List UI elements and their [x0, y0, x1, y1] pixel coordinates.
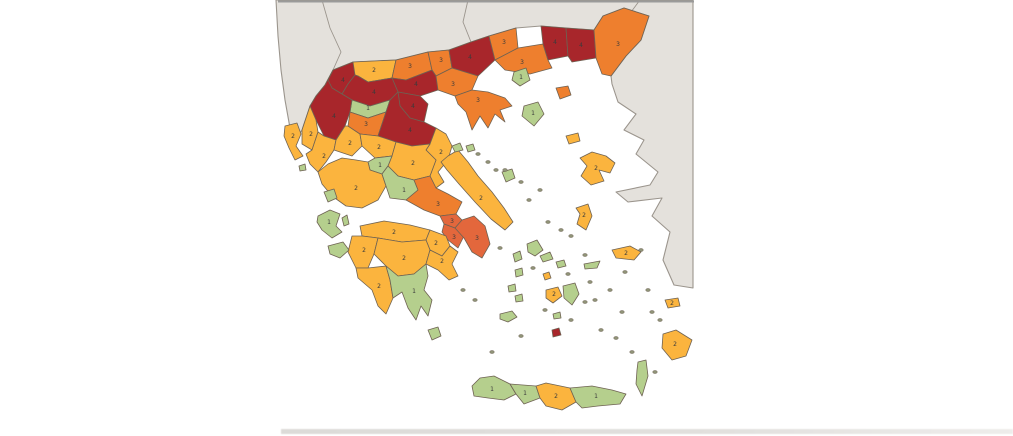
region-euboea — [440, 149, 514, 231]
region-rethymno — [509, 383, 541, 405]
region-andros — [526, 239, 544, 257]
region-kefalonia — [316, 209, 343, 239]
region-rhodes — [661, 329, 693, 361]
region-elis — [347, 235, 379, 269]
region-milos — [499, 310, 518, 323]
region-heraklion — [535, 382, 577, 411]
islet-speck — [598, 328, 604, 332]
region-lefkada — [323, 188, 338, 203]
region-zakynthos — [327, 241, 350, 259]
islet-speck — [526, 198, 532, 202]
region-mykonos — [555, 259, 567, 269]
region-kea — [512, 250, 523, 263]
islet-speck — [565, 272, 571, 276]
region-chania — [471, 375, 517, 401]
region-skiathos — [451, 142, 464, 153]
region-tinos — [539, 251, 554, 263]
region-kythnos — [514, 267, 524, 278]
islet-speck — [619, 310, 625, 314]
islet-speck — [518, 180, 524, 184]
islet-speck — [568, 318, 574, 322]
islet-speck — [587, 280, 593, 284]
region-paros — [545, 286, 563, 304]
region-rodopi — [565, 27, 597, 63]
region-ithaki — [341, 214, 350, 227]
region-attica-east — [454, 215, 491, 259]
region-naxos — [562, 282, 580, 306]
region-evros — [593, 7, 650, 77]
islet-speck — [613, 336, 619, 340]
islet-speck — [485, 160, 491, 164]
region-xanthi — [540, 25, 569, 61]
region-kos — [664, 297, 681, 309]
region-thasos — [511, 67, 531, 87]
islet-speck — [652, 370, 658, 374]
islet-speck — [582, 300, 588, 304]
region-paxoi — [298, 163, 307, 172]
region-karpathos — [635, 359, 649, 397]
islet-speck — [530, 266, 536, 270]
islet-speck — [558, 228, 564, 232]
islet-speck — [592, 298, 598, 302]
cropped-bottom-strip — [281, 429, 1013, 434]
islet-speck — [545, 220, 551, 224]
islet-speck — [645, 288, 651, 292]
region-limnos — [565, 132, 581, 145]
islet-speck — [518, 334, 524, 338]
region-laconia — [385, 263, 433, 321]
region-santorini — [551, 327, 562, 338]
region-sifnos — [514, 293, 524, 303]
islet-speck — [542, 308, 548, 312]
islet-speck — [629, 350, 635, 354]
region-samos — [611, 245, 642, 261]
region-athos — [521, 101, 545, 127]
islet-speck — [638, 248, 644, 252]
islet-speck — [489, 350, 495, 354]
islet-speck — [475, 152, 481, 156]
region-boeotia — [405, 175, 463, 217]
islet-speck — [649, 310, 655, 314]
region-skopelos — [465, 143, 476, 153]
region-corfu — [283, 122, 304, 161]
region-chios — [575, 203, 593, 231]
islet-speck — [497, 246, 503, 250]
region-argolis — [425, 245, 459, 281]
region-chalkidiki — [454, 89, 513, 131]
region-messenia — [355, 265, 394, 315]
islet-speck — [472, 298, 478, 302]
region-lesvos — [579, 151, 616, 186]
region-ios — [552, 311, 562, 320]
region-ioannina — [309, 69, 353, 141]
islet-speck — [657, 318, 663, 322]
country-border-line — [321, 0, 342, 71]
islet-speck — [582, 253, 588, 257]
region-kythira — [427, 326, 442, 341]
islet-speck — [537, 188, 543, 192]
islet-speck — [502, 168, 508, 172]
region-kavala — [494, 43, 553, 75]
islet-speck — [568, 234, 574, 238]
region-serifos — [507, 283, 517, 293]
region-preveza — [305, 131, 337, 173]
region-ikaria — [583, 260, 601, 270]
islet-speck — [607, 288, 613, 292]
country-border-line — [462, 0, 472, 43]
islet-speck — [622, 270, 628, 274]
region-lasithi — [569, 385, 627, 409]
islet-speck — [460, 288, 466, 292]
region-skyros — [501, 168, 516, 183]
islet-speck — [493, 168, 499, 172]
region-samothraki — [555, 85, 572, 100]
region-syros — [542, 271, 552, 281]
